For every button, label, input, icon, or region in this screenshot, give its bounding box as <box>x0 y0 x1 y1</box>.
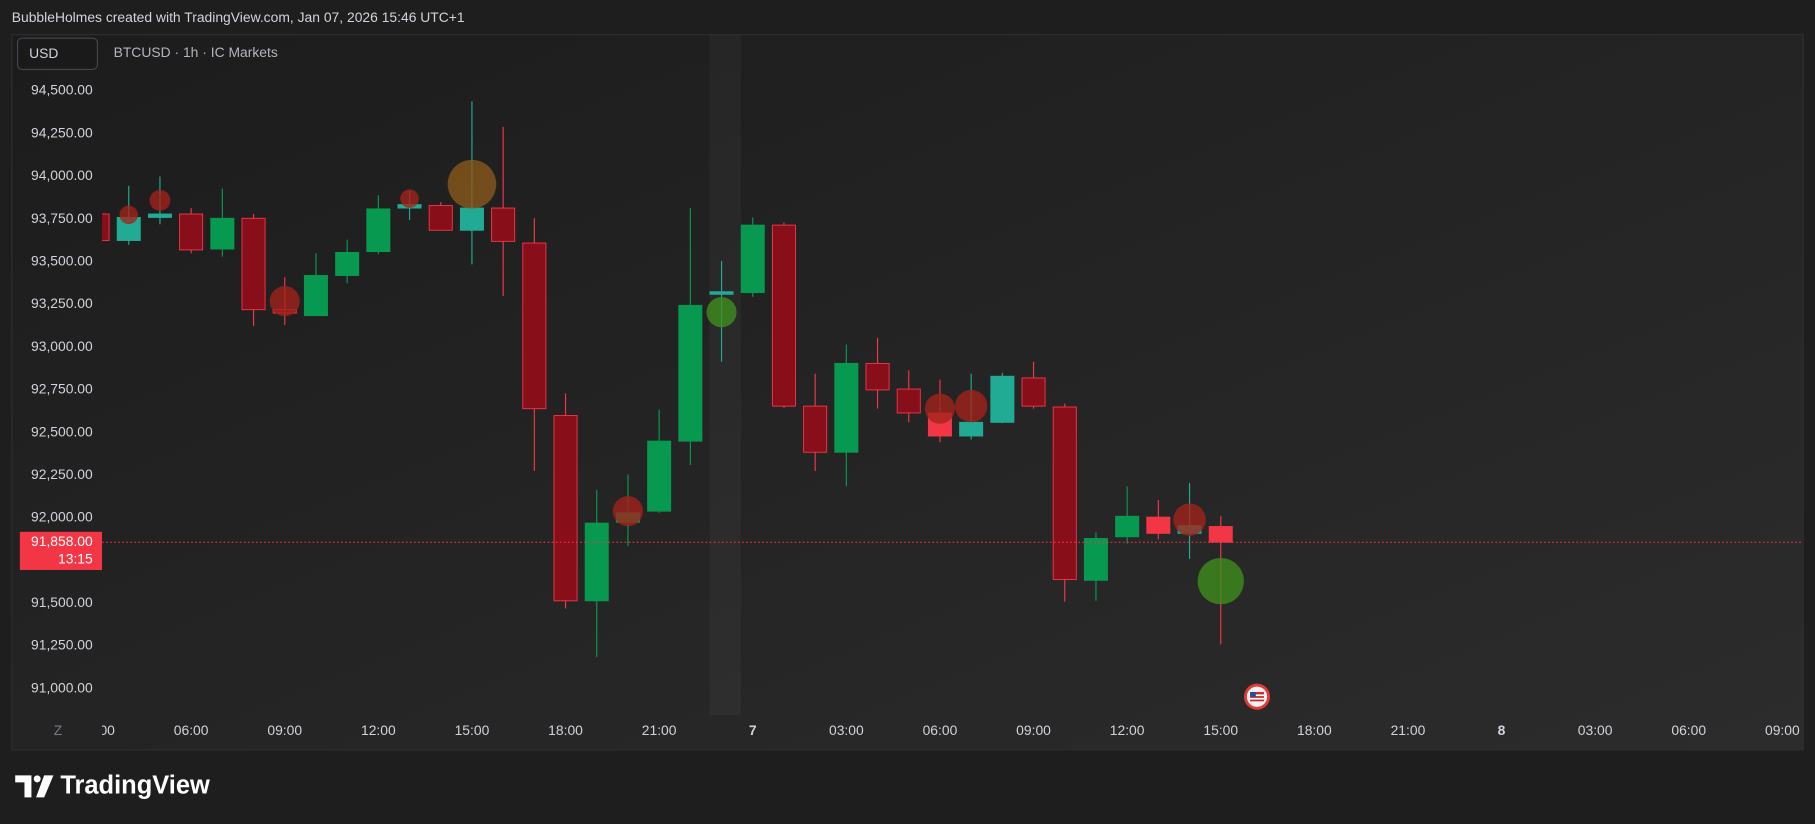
bubble <box>612 496 643 527</box>
candle-body <box>179 213 204 251</box>
y-tick-label: 92,500.00 <box>31 423 93 439</box>
x-tick-label: 03:00 <box>80 722 115 738</box>
bubble <box>400 189 419 208</box>
x-tick-label: 09:00 <box>267 722 302 738</box>
x-tick-label: 03:00 <box>1578 722 1613 738</box>
candle-body <box>241 217 266 311</box>
y-tick-label: 93,000.00 <box>31 338 93 354</box>
x-tick-label: 15:00 <box>455 722 490 738</box>
candle-body <box>428 205 453 231</box>
x-tick-label: 09:00 <box>1765 722 1800 738</box>
y-tick-label: 94,250.00 <box>31 124 93 140</box>
bubble <box>447 159 497 209</box>
candle-body <box>1021 377 1046 407</box>
candle-body <box>740 224 765 294</box>
candle-body <box>990 375 1015 423</box>
last-price-box <box>19 531 103 571</box>
candle-body <box>366 208 391 253</box>
candle-body <box>1083 538 1108 581</box>
brand-logo <box>15 775 54 798</box>
bubble <box>149 189 171 211</box>
bubble <box>119 205 139 225</box>
candle-body <box>959 421 984 437</box>
y-tick-label: 92,250.00 <box>31 466 93 482</box>
x-tick-label: 7 <box>749 722 757 738</box>
candle-body <box>1208 526 1233 543</box>
x-tick-label: 21:00 <box>642 722 677 738</box>
bubble <box>706 297 737 328</box>
bubble <box>1197 558 1244 605</box>
x-tick-label: 18:00 <box>1297 722 1332 738</box>
event-flag[interactable] <box>1243 683 1271 710</box>
x-tick-label: 8 <box>1498 722 1506 738</box>
candle-body <box>303 275 328 317</box>
bubble <box>269 286 300 317</box>
bubble <box>954 389 988 423</box>
candle-body <box>1146 516 1171 534</box>
session-band <box>710 35 741 715</box>
axis-corner: Z <box>54 722 63 738</box>
currency-button[interactable] <box>16 37 98 71</box>
x-tick-label: 03:00 <box>829 722 864 738</box>
x-tick-label: 12:00 <box>361 722 396 738</box>
x-tick-label: 06:00 <box>923 722 958 738</box>
brand: TradingView <box>60 772 210 800</box>
y-axis: 91,000.0091,250.0091,500.0091,750.0092,0… <box>31 82 93 696</box>
x-tick-label: 12:00 <box>1110 722 1145 738</box>
y-tick-label: 93,500.00 <box>31 253 93 269</box>
currency[interactable]: USD <box>29 45 58 61</box>
caption: BubbleHolmes created with TradingView.co… <box>12 9 465 25</box>
x-axis: 03:00 06:00 09:00 12:00 15:00 18:00 21:00 7 03:0… <box>80 722 1800 738</box>
y-tick-label: 91,000.00 <box>31 679 93 695</box>
y-tick-label: 92,750.00 <box>31 381 93 397</box>
candle-body <box>1052 406 1077 580</box>
x-tick-label: 15:00 <box>1203 722 1238 738</box>
candle-body <box>771 224 796 407</box>
x-tick-label: 09:00 <box>1016 722 1051 738</box>
candle-body <box>102 213 110 241</box>
y-tick-label: 91,250.00 <box>31 637 93 653</box>
candle-body <box>647 440 672 512</box>
y-tick-label: 91,500.00 <box>31 594 93 610</box>
candle-body <box>1115 515 1140 538</box>
y-tick-label: 94,000.00 <box>31 167 93 183</box>
candle-body <box>584 522 609 602</box>
candle-body <box>491 207 516 242</box>
last-price-label: 91,858.00 <box>31 533 93 549</box>
candle-body <box>896 388 921 414</box>
candle-body <box>834 362 859 453</box>
x-tick-label: 06:00 <box>174 722 209 738</box>
bubble <box>1173 503 1206 536</box>
bubble <box>924 393 955 424</box>
x-tick-label: 21:00 <box>1391 722 1426 738</box>
y-tick-label: 93,250.00 <box>31 295 93 311</box>
candle-body <box>553 415 578 602</box>
candle-body <box>678 304 703 442</box>
y-tick-label: 93,750.00 <box>31 210 93 226</box>
candle-body <box>210 217 235 250</box>
x-tick-label: 06:00 <box>1671 722 1706 738</box>
plot-area <box>102 101 1244 658</box>
candle-body <box>335 251 360 276</box>
candle-body <box>459 207 484 231</box>
candle-body <box>709 291 734 295</box>
candle-body <box>865 362 890 391</box>
candle-body <box>522 242 547 410</box>
x-tick-label: 18:00 <box>548 722 583 738</box>
y-tick-label: 94,500.00 <box>31 82 93 98</box>
symbol-info: BTCUSD · 1h · IC Markets <box>114 44 278 60</box>
candle-body <box>803 405 828 453</box>
countdown-label: 13:15 <box>58 550 93 566</box>
candle-body <box>147 213 172 218</box>
y-tick-label: 92,000.00 <box>31 509 93 525</box>
